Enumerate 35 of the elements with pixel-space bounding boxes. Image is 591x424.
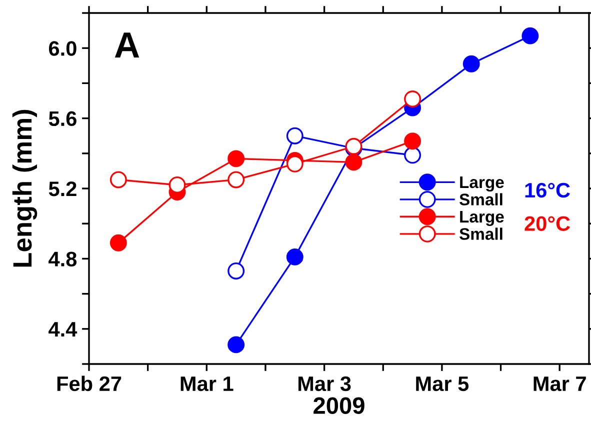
point — [110, 171, 127, 188]
y-tick-label: 5.6 — [48, 111, 76, 126]
point — [110, 234, 127, 252]
point — [404, 132, 422, 150]
point — [168, 176, 186, 194]
x-tick-label: Feb 27 — [57, 376, 122, 392]
x-tick-label: Mar 7 — [534, 376, 586, 392]
legend-label: Small — [459, 193, 502, 206]
x-tick-label: Mar 3 — [298, 376, 351, 392]
x-tick-label: Mar 5 — [416, 376, 469, 392]
point — [286, 248, 304, 266]
point — [404, 146, 422, 164]
annotation: A — [114, 32, 140, 58]
point — [404, 90, 422, 108]
point — [228, 171, 245, 188]
annotation: 20°C — [524, 216, 570, 231]
point — [522, 27, 539, 44]
point — [286, 155, 304, 172]
point — [345, 154, 362, 171]
legend-label: Large — [460, 211, 504, 226]
point — [228, 336, 245, 354]
y-tick-label: 6.0 — [49, 41, 76, 56]
y-tick-label: 4.4 — [48, 322, 78, 336]
point — [462, 55, 480, 72]
legend-label: Small — [459, 228, 502, 240]
legend-label: Large — [460, 176, 504, 192]
point — [228, 262, 245, 280]
y-axis-title: Length (mm) — [12, 110, 38, 267]
point — [228, 150, 245, 168]
annotation: 16°C — [525, 182, 570, 198]
y-tick-label: 4.8 — [48, 252, 77, 266]
y-tick-label: 5.2 — [48, 182, 76, 196]
point — [286, 127, 304, 144]
x-tick-label: Mar 1 — [180, 376, 234, 392]
x-axis-title: 2009 — [314, 397, 364, 414]
